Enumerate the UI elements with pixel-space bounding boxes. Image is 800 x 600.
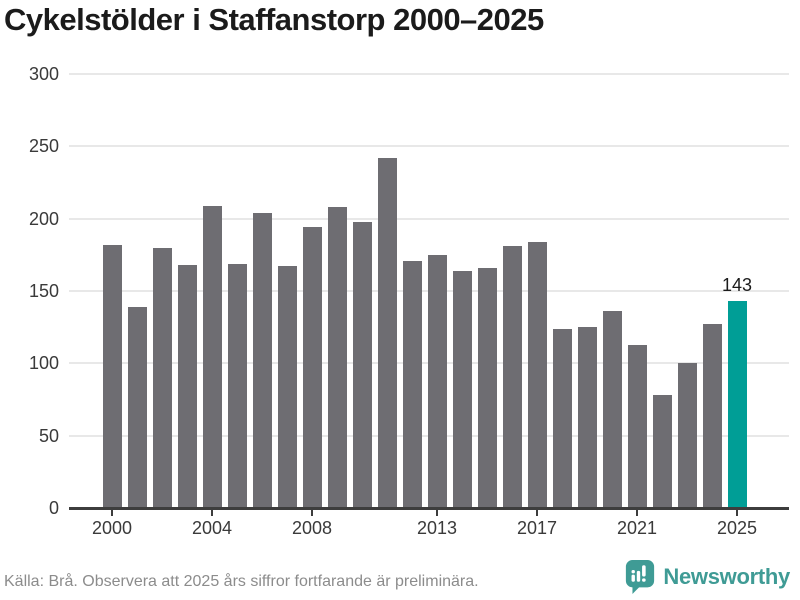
y-tick-label: 250 xyxy=(28,136,59,157)
bar-chart-plot-area: 0 50 100 150 200 250 300 2000 2004 2008 2013 2017 20… xyxy=(29,64,789,538)
x-axis-tick xyxy=(736,510,738,516)
source-note: Källa: Brå. Observera att 2025 års siffr… xyxy=(4,573,479,590)
bar-2016 xyxy=(502,246,522,508)
gridline xyxy=(69,73,789,75)
bar-2008 xyxy=(302,227,322,508)
newsworthy-logo-text: Newsworthy xyxy=(663,564,790,589)
x-axis-tick xyxy=(636,510,638,516)
bar-2020 xyxy=(602,311,622,508)
bar-2014 xyxy=(452,270,472,508)
x-tick-label: 2000 xyxy=(91,518,133,538)
x-tick-label: 2013 xyxy=(416,518,458,538)
y-tick-label: 0 xyxy=(48,498,59,518)
bar-2004 xyxy=(202,205,222,508)
gridline xyxy=(69,145,789,148)
x-axis-line xyxy=(69,507,789,510)
x-tick-label: 2017 xyxy=(516,518,558,538)
x-axis-tick xyxy=(111,510,113,516)
bar-2011 xyxy=(377,157,397,508)
bar-2013 xyxy=(427,254,447,508)
bar-2010 xyxy=(352,221,372,508)
x-axis-tick xyxy=(211,510,213,516)
y-tick-label: 300 xyxy=(28,64,59,84)
bar-2005 xyxy=(227,263,247,508)
x-axis-tick xyxy=(436,510,438,516)
bar-2012 xyxy=(402,260,422,508)
y-tick-label: 150 xyxy=(28,281,59,301)
bar-2000 xyxy=(102,244,122,508)
bar-2006 xyxy=(252,212,272,508)
bar-2001 xyxy=(127,306,147,508)
newsworthy-logo: Newsworthy xyxy=(624,558,790,596)
x-axis-tick xyxy=(311,510,313,516)
bar-2009 xyxy=(327,207,347,508)
x-axis-tick xyxy=(536,510,538,516)
x-tick-label: 2025 xyxy=(716,518,758,538)
bar-2025 xyxy=(727,301,747,508)
bar-2002 xyxy=(152,247,172,508)
y-tick-label: 50 xyxy=(38,425,59,446)
x-tick-label: 2021 xyxy=(616,518,658,538)
x-tick-label: 2004 xyxy=(191,518,233,538)
y-tick-label: 200 xyxy=(28,208,59,229)
bar-2007 xyxy=(277,266,297,508)
bar-2003 xyxy=(177,264,197,508)
newsworthy-logo-icon xyxy=(626,560,655,594)
bar-2024 xyxy=(702,324,722,508)
bar-2023 xyxy=(677,363,697,508)
bar-value-label: 143 xyxy=(721,275,753,296)
bar-2021 xyxy=(627,344,647,508)
chart-title: Cykelstölder i Staffanstorp 2000–2025 xyxy=(4,2,544,37)
bar-2022 xyxy=(652,395,672,508)
y-tick-label: 100 xyxy=(28,353,59,374)
bar-2017 xyxy=(527,241,547,508)
bar-2019 xyxy=(577,327,597,508)
gridline xyxy=(69,217,789,220)
bar-2018 xyxy=(552,328,572,508)
bar-2015 xyxy=(477,267,497,508)
x-tick-label: 2008 xyxy=(291,518,333,538)
